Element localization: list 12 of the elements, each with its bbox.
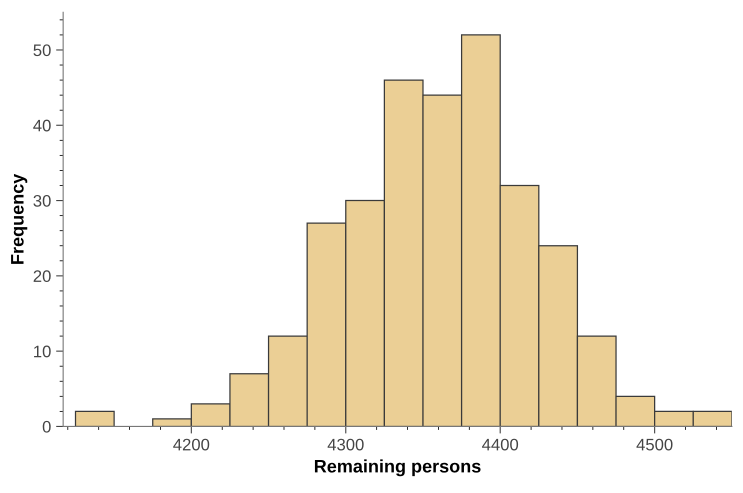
x-tick-label: 4500 [636,438,673,450]
y-tick-label: 20 [34,270,51,282]
y-tick-label: 50 [33,44,51,56]
y-tick-label: 40 [33,120,51,132]
x-axis-title: Remaining persons [314,459,481,476]
y-tick-label: 0 [42,420,51,433]
x-tick-label: 4200 [173,438,210,450]
x-tick-label: 4300 [328,438,364,450]
y-axis-title: Frequency [11,174,28,264]
y-tick-label: 30 [33,194,51,207]
y-tick-label: 10 [34,346,51,358]
x-tick-label: 4400 [482,438,518,450]
